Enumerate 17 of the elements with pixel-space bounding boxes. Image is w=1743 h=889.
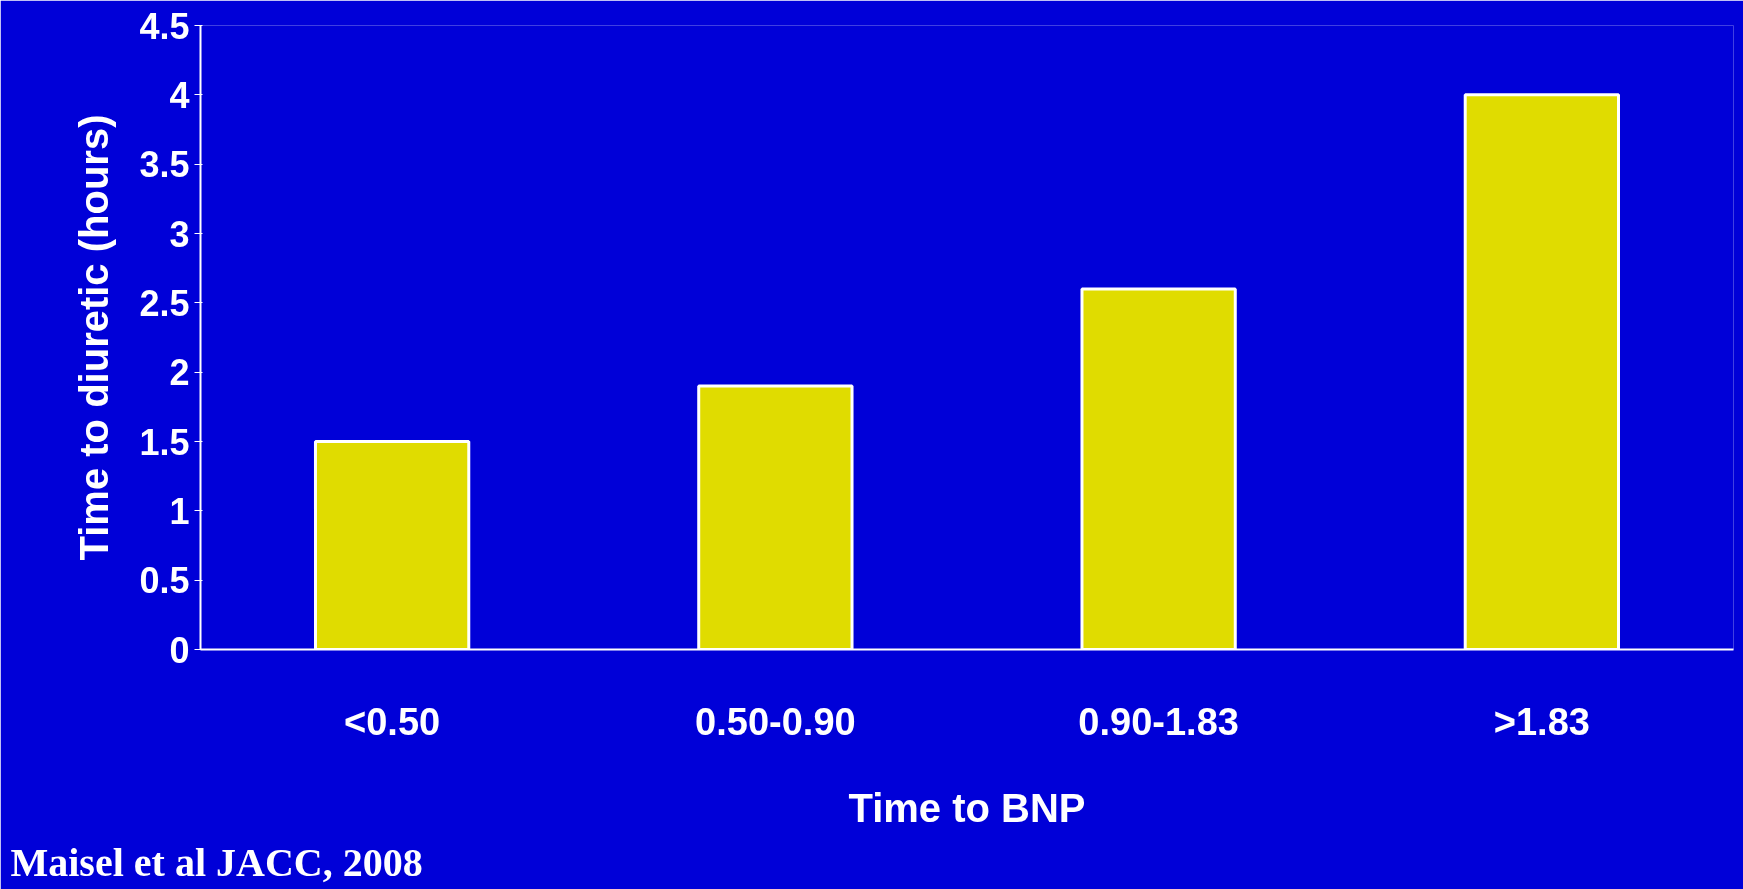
y-tick-label: 0 [169, 629, 190, 671]
y-tick-label: 1.5 [139, 421, 190, 463]
y-tick-label: 4 [169, 74, 190, 116]
x-tick-label: 0.90-1.83 [1078, 700, 1239, 743]
x-tick-label: <0.50 [344, 700, 441, 743]
x-tick-label: 0.50-0.90 [695, 700, 856, 743]
y-tick-label: 3 [169, 213, 190, 255]
y-tick-label: 2 [169, 352, 190, 394]
y-tick-label: 4.5 [139, 5, 190, 47]
y-tick-label: 1 [169, 490, 190, 532]
y-tick-label: 3.5 [139, 144, 190, 186]
x-tick-label: >1.83 [1493, 700, 1590, 743]
y-tick-label: 0.5 [139, 560, 190, 602]
y-tick-label: 2.5 [139, 282, 190, 324]
x-axis-title: Time to BNP [848, 785, 1086, 830]
text: Maisel et al JACC, 2008 [10, 839, 423, 885]
y-axis-title: Time to diuretic (hours) [72, 114, 117, 561]
